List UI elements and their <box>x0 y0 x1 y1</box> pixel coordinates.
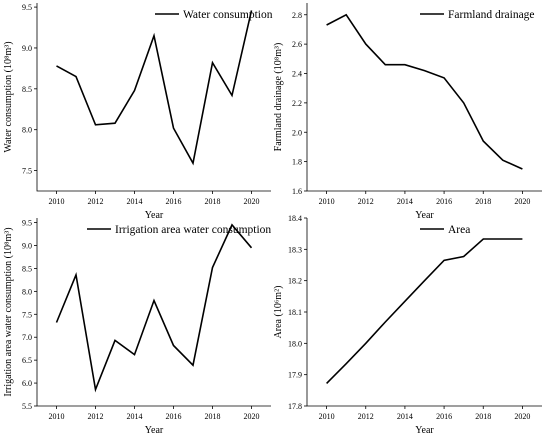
series-line-area <box>326 238 523 384</box>
series-line-farmland-drainage <box>326 13 523 170</box>
y-tick-label: 18.0 <box>288 339 302 348</box>
y-tick-label: 9.0 <box>22 44 32 53</box>
y-tick-label: 17.9 <box>288 371 302 380</box>
y-tick-label: 1.6 <box>292 187 302 196</box>
x-tick-label: 2018 <box>205 197 221 206</box>
legend-label: Water consumption <box>183 9 273 21</box>
x-tick-label: 2012 <box>358 197 374 206</box>
y-tick-label: 5.5 <box>22 402 32 411</box>
x-tick-label: 2010 <box>49 197 65 206</box>
y-tick-label: 9.5 <box>22 3 32 12</box>
x-tick-label: 2020 <box>244 412 260 421</box>
y-tick-label: 8.0 <box>22 287 32 296</box>
panel-frame <box>36 3 271 192</box>
y-tick-label: 6.5 <box>22 356 32 365</box>
x-tick-label: 2014 <box>397 412 413 421</box>
legend-label: Farmland drainage <box>448 9 535 21</box>
panel-irrigation-area-water-consumption: 2010 2012 2014 2016 2018 2020 5.5 6.0 6.5 7.0 7.5 8… <box>3 218 271 436</box>
series-line-irrigation-area-water-consumption <box>55 223 253 393</box>
legend-label: Area <box>448 224 470 236</box>
y-tick-label: 18.4 <box>288 214 302 223</box>
legend-label: Irrigation area water consumption <box>115 224 271 236</box>
x-tick-label: 2020 <box>514 197 530 206</box>
y-axis-label: Irrigation area water consumption (10⁸m³… <box>3 227 14 396</box>
x-tick-label: 2014 <box>397 197 413 206</box>
y-tick-label: 2.4 <box>292 70 302 79</box>
y-tick-label: 9.0 <box>22 242 32 251</box>
x-axis-label: Year <box>415 210 434 221</box>
x-tick-label: 2016 <box>436 412 452 421</box>
panel-water-consumption: 2010 2012 2014 2016 2018 20207.58.08.59.09.5 … <box>3 3 273 221</box>
x-tick-label: 2020 <box>244 197 260 206</box>
x-tick-label: 2010 <box>49 412 65 421</box>
y-tick-label: 7.5 <box>22 167 32 176</box>
x-tick-label: 2016 <box>166 412 182 421</box>
x-tick-label: 2018 <box>475 412 491 421</box>
y-tick-label: 7.0 <box>22 333 32 342</box>
x-tick-label: 2010 <box>319 412 335 421</box>
x-tick-label: 2012 <box>88 197 104 206</box>
y-axis-label: Area (10⁶m²) <box>273 286 284 339</box>
y-tick-label: 8.5 <box>22 85 32 94</box>
x-tick-label: 2016 <box>436 197 452 206</box>
x-tick-label: 2014 <box>127 197 143 206</box>
x-tick-label: 2012 <box>358 412 374 421</box>
panel-area: 2010 2012 2014 2016 2018 2020 17.8 17.9 18.0 18.1… <box>273 214 542 436</box>
x-tick-label: 2020 <box>514 412 530 421</box>
series-line-water-consumption <box>56 10 253 166</box>
x-tick-label: 2010 <box>319 197 335 206</box>
y-tick-label: 2.0 <box>292 128 302 137</box>
y-tick-label: 17.8 <box>288 402 302 411</box>
x-axis-label: Year <box>145 425 164 436</box>
x-axis-label: Year <box>145 210 164 221</box>
x-tick-label: 2018 <box>205 412 221 421</box>
x-tick-label: 2018 <box>475 197 491 206</box>
y-tick-label: 9.5 <box>22 219 32 228</box>
y-axis-label: Farmland drainage (10⁸m³) <box>273 43 284 152</box>
y-tick-label: 18.1 <box>288 308 302 317</box>
x-tick-label: 2012 <box>88 412 104 421</box>
y-tick-label: 2.2 <box>292 99 302 108</box>
x-axis-label: Year <box>415 425 434 436</box>
y-tick-label: 6.0 <box>22 379 32 388</box>
y-tick-label: 8.0 <box>22 126 32 135</box>
y-tick-label: 7.5 <box>22 310 32 319</box>
panel-farmland-drainage: 2010 2012 2014 2016 2018 2020 1.6 1.8 2.0 2.2 2.4 2… <box>273 3 542 221</box>
x-tick-label: 2014 <box>127 412 143 421</box>
panel-frame <box>36 218 271 407</box>
y-tick-label: 2.8 <box>292 11 302 20</box>
y-tick-label: 8.5 <box>22 264 32 273</box>
x-tick-label: 2016 <box>166 197 182 206</box>
y-tick-label: 2.6 <box>292 40 302 49</box>
y-tick-label: 18.2 <box>288 277 302 286</box>
y-tick-label: 1.8 <box>292 158 302 167</box>
panel-frame <box>306 218 542 407</box>
y-tick-label: 18.3 <box>288 245 302 254</box>
y-axis-label: Water consumption (10⁸m³) <box>3 41 14 152</box>
